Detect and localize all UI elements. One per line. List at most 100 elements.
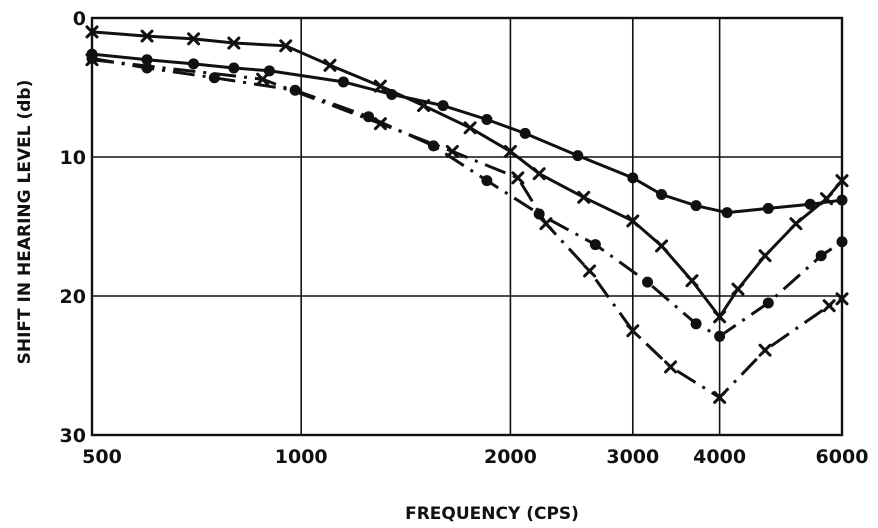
data-point [481, 175, 493, 187]
data-point [533, 208, 545, 220]
series-1 [86, 48, 848, 219]
x-mark-stroke [789, 217, 803, 231]
data-point [714, 330, 726, 342]
data-point [758, 343, 772, 357]
x-mark-stroke [463, 121, 477, 135]
data-point [228, 62, 240, 74]
x-mark-stroke [503, 144, 517, 158]
data-point [437, 100, 449, 112]
data-point [188, 58, 200, 70]
x-mark-stroke [373, 117, 387, 131]
x-mark-stroke [820, 192, 834, 206]
data-point [721, 207, 733, 219]
series-2 [85, 25, 849, 324]
x-mark-stroke [279, 39, 293, 53]
data-point [656, 189, 668, 201]
series-line [91, 58, 843, 400]
data-point [836, 194, 848, 206]
x-mark-stroke [227, 36, 241, 50]
data-point [503, 144, 517, 158]
data-point [642, 276, 654, 288]
data-point [140, 29, 154, 43]
data-point [822, 299, 836, 313]
tick-labels: 500 1000 2000 3000 4000 6000 0 10 20 30 [60, 8, 869, 468]
data-point [655, 239, 669, 253]
x-tick-label: 2000 [484, 446, 537, 468]
series-4 [85, 53, 849, 404]
x-mark-stroke [256, 72, 270, 86]
data-point [511, 171, 525, 185]
y-tick-label: 10 [60, 147, 86, 169]
data-point [373, 117, 387, 131]
data-point [227, 36, 241, 50]
data-point [690, 318, 702, 330]
data-point [762, 202, 774, 214]
x-mark-stroke [822, 299, 836, 313]
x-mark-stroke [323, 58, 337, 72]
data-point [463, 121, 477, 135]
data-point [815, 250, 827, 262]
data-point [572, 150, 584, 162]
x-tick-label: 500 [82, 446, 122, 468]
x-tick-label: 3000 [606, 446, 659, 468]
x-mark-stroke [626, 214, 640, 228]
x-mark-stroke [835, 174, 849, 188]
x-mark-stroke [758, 249, 772, 263]
data-point [820, 192, 834, 206]
x-mark-stroke [417, 99, 431, 113]
x-mark-stroke [532, 167, 546, 181]
x-axis-title: FREQUENCY (CPS) [405, 504, 579, 524]
plot-frame [90, 16, 844, 437]
x-mark-stroke [835, 292, 849, 306]
y-tick-label: 20 [60, 286, 86, 308]
data-point [626, 324, 640, 338]
data-point [758, 249, 772, 263]
data-point [713, 390, 727, 404]
data-point [577, 190, 591, 204]
data-point [836, 236, 848, 248]
x-mark-stroke [373, 79, 387, 93]
data-point [626, 214, 640, 228]
data-point [373, 79, 387, 93]
data-point [762, 297, 774, 309]
x-mark-stroke [539, 217, 553, 231]
x-mark-stroke [445, 144, 459, 158]
data-point [481, 113, 493, 125]
data-point [539, 217, 553, 231]
data-point [685, 274, 699, 288]
x-mark-stroke [664, 360, 678, 374]
data-point [804, 198, 816, 210]
data-point [713, 310, 727, 324]
data-point [427, 140, 439, 152]
data-point [337, 76, 349, 88]
series-group [85, 25, 849, 404]
data-point [789, 217, 803, 231]
x-mark-stroke [85, 53, 99, 67]
x-mark-stroke [583, 264, 597, 278]
data-point [519, 127, 531, 139]
data-point [141, 54, 153, 66]
data-point [532, 167, 546, 181]
x-mark-stroke [685, 274, 699, 288]
data-point [690, 200, 702, 212]
x-mark-stroke [758, 343, 772, 357]
x-mark-stroke [511, 171, 525, 185]
x-mark-stroke [713, 310, 727, 324]
x-mark-stroke [85, 25, 99, 39]
y-tick-label: 30 [60, 425, 86, 447]
series-line [91, 56, 843, 339]
data-point [835, 292, 849, 306]
data-point [85, 25, 99, 39]
x-mark-stroke [713, 390, 727, 404]
data-point [256, 72, 270, 86]
x-tick-label: 4000 [693, 446, 746, 468]
data-point [323, 58, 337, 72]
y-axis-title: SHIFT IN HEARING LEVEL (db) [15, 80, 35, 365]
data-point [279, 39, 293, 53]
series-line [91, 30, 844, 320]
x-mark-stroke [577, 190, 591, 204]
data-point [835, 174, 849, 188]
data-point [583, 264, 597, 278]
grid [90, 16, 844, 437]
